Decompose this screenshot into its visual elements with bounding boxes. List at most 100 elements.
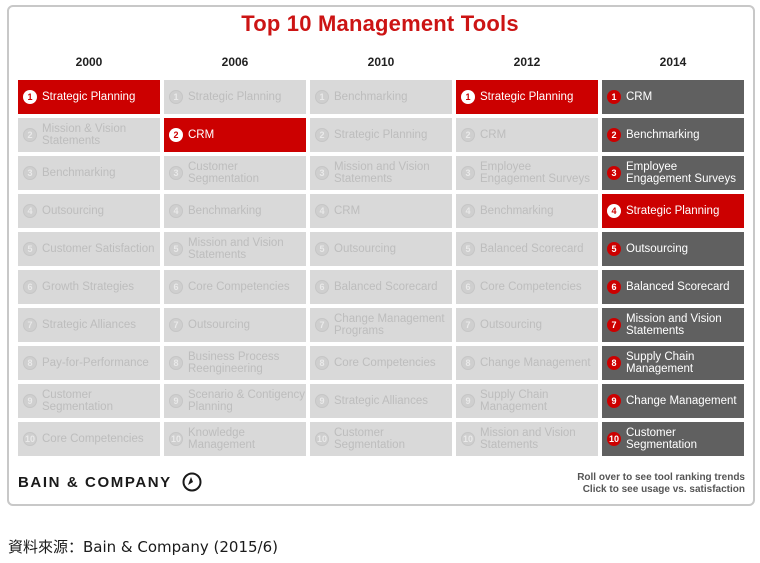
rank-number-badge: 6 <box>169 280 183 294</box>
tool-cell-2012-rank-10[interactable]: 10 Mission and Vision Statements <box>456 422 598 456</box>
tool-label: Outsourcing <box>480 319 543 331</box>
tool-cell-2010-rank-10[interactable]: 10 Customer Segmentation <box>310 422 452 456</box>
rank-number-badge: 8 <box>461 356 475 370</box>
tool-label: Change Management <box>626 395 737 407</box>
tool-cell-2006-rank-5[interactable]: 5 Mission and Vision Statements <box>164 232 306 266</box>
tool-cell-2014-rank-4[interactable]: 4 Strategic Planning <box>602 194 744 228</box>
rank-number-badge: 2 <box>169 128 183 142</box>
tool-label: Strategic Alliances <box>334 395 428 407</box>
tool-cell-2000-rank-1[interactable]: 1 Strategic Planning <box>18 80 160 114</box>
tool-cell-2010-rank-2[interactable]: 2 Strategic Planning <box>310 118 452 152</box>
tool-cell-2006-rank-10[interactable]: 10 Knowledge Management <box>164 422 306 456</box>
tool-cell-2010-rank-6[interactable]: 6 Balanced Scorecard <box>310 270 452 304</box>
tool-label: Balanced Scorecard <box>480 243 584 255</box>
tool-cell-2000-rank-7[interactable]: 7 Strategic Alliances <box>18 308 160 342</box>
rank-number-badge: 3 <box>607 166 621 180</box>
tool-cell-2010-rank-7[interactable]: 7 Change Management Programs <box>310 308 452 342</box>
year-header-2000: 2000 <box>75 55 103 69</box>
interaction-hint: Roll over to see tool ranking trends Cli… <box>540 472 745 496</box>
rank-number-badge: 7 <box>315 318 329 332</box>
tool-cell-2006-rank-6[interactable]: 6 Core Competencies <box>164 270 306 304</box>
tool-cell-2012-rank-8[interactable]: 8 Change Management <box>456 346 598 380</box>
rank-number-badge: 6 <box>607 280 621 294</box>
tool-label: Balanced Scorecard <box>626 281 730 293</box>
tool-cell-2006-rank-2[interactable]: 2 CRM <box>164 118 306 152</box>
tool-label: Change Management Programs <box>334 313 445 337</box>
rank-number-badge: 2 <box>461 128 475 142</box>
tool-cell-2014-rank-5[interactable]: 5 Outsourcing <box>602 232 744 266</box>
tool-cell-2000-rank-2[interactable]: 2 Mission & Vision Statements <box>18 118 160 152</box>
tool-cell-2012-rank-7[interactable]: 7 Outsourcing <box>456 308 598 342</box>
tool-label: Supply Chain Management <box>480 389 549 413</box>
tool-cell-2014-rank-2[interactable]: 2 Benchmarking <box>602 118 744 152</box>
tool-cell-2012-rank-3[interactable]: 3 Employee Engagement Surveys <box>456 156 598 190</box>
tool-cell-2012-rank-5[interactable]: 5 Balanced Scorecard <box>456 232 598 266</box>
tool-cell-2014-rank-6[interactable]: 6 Balanced Scorecard <box>602 270 744 304</box>
tool-cell-2010-rank-1[interactable]: 1 Benchmarking <box>310 80 452 114</box>
hint-line-click: Click to see usage vs. satisfaction <box>582 484 745 495</box>
tool-label: Benchmarking <box>626 129 700 141</box>
rank-number-badge: 1 <box>169 90 183 104</box>
tool-cell-2006-rank-8[interactable]: 8 Business Process Reengineering <box>164 346 306 380</box>
rank-number-badge: 10 <box>23 432 37 446</box>
rank-number-badge: 10 <box>169 432 183 446</box>
rank-number-badge: 5 <box>169 242 183 256</box>
tool-cell-2014-rank-9[interactable]: 9 Change Management <box>602 384 744 418</box>
rank-number-badge: 7 <box>23 318 37 332</box>
tool-cell-2006-rank-9[interactable]: 9 Scenario & Contigency Planning <box>164 384 306 418</box>
rank-number-badge: 6 <box>23 280 37 294</box>
tool-label: Benchmarking <box>334 91 408 103</box>
tool-cell-2000-rank-9[interactable]: 9 Customer Segmentation <box>18 384 160 418</box>
tool-cell-2000-rank-4[interactable]: 4 Outsourcing <box>18 194 160 228</box>
tool-label: Business Process Reengineering <box>188 351 280 375</box>
tool-cell-2006-rank-4[interactable]: 4 Benchmarking <box>164 194 306 228</box>
tool-label: Strategic Planning <box>334 129 428 141</box>
year-header-row: 2000 2006 2010 2012 2014 <box>18 55 748 73</box>
rank-number-badge: 10 <box>461 432 475 446</box>
tool-cell-2000-rank-8[interactable]: 8 Pay-for-Performance <box>18 346 160 380</box>
tool-cell-2012-rank-4[interactable]: 4 Benchmarking <box>456 194 598 228</box>
rank-number-badge: 1 <box>315 90 329 104</box>
tool-cell-2000-rank-10[interactable]: 10 Core Competencies <box>18 422 160 456</box>
tool-label: Customer Satisfaction <box>42 243 155 255</box>
source-note: 資料來源：Bain & Company (2015/6) <box>8 538 278 556</box>
bain-logo: BAIN & COMPANY <box>18 472 202 492</box>
tool-cell-2014-rank-8[interactable]: 8 Supply Chain Management <box>602 346 744 380</box>
rank-number-badge: 4 <box>461 204 475 218</box>
tool-cell-2012-rank-1[interactable]: 1 Strategic Planning <box>456 80 598 114</box>
tool-cell-2014-rank-1[interactable]: 1 CRM <box>602 80 744 114</box>
tool-cell-2010-rank-8[interactable]: 8 Core Competencies <box>310 346 452 380</box>
tool-label: Customer Segmentation <box>42 389 113 413</box>
rank-number-badge: 5 <box>461 242 475 256</box>
rank-number-badge: 2 <box>315 128 329 142</box>
tool-cell-2000-rank-3[interactable]: 3 Benchmarking <box>18 156 160 190</box>
tool-label: Mission and Vision Statements <box>188 237 284 261</box>
tool-cell-2010-rank-9[interactable]: 9 Strategic Alliances <box>310 384 452 418</box>
tool-cell-2006-rank-1[interactable]: 1 Strategic Planning <box>164 80 306 114</box>
tool-label: CRM <box>480 129 507 141</box>
tool-cell-2014-rank-10[interactable]: 10 Customer Segmentation <box>602 422 744 456</box>
tool-cell-2014-rank-3[interactable]: 3 Employee Engagement Surveys <box>602 156 744 190</box>
year-header-2014: 2014 <box>659 55 687 69</box>
tool-cell-2000-rank-5[interactable]: 5 Customer Satisfaction <box>18 232 160 266</box>
tool-cell-2010-rank-4[interactable]: 4 CRM <box>310 194 452 228</box>
tool-label: Outsourcing <box>188 319 251 331</box>
tool-label: Core Competencies <box>42 433 144 445</box>
tool-cell-2012-rank-6[interactable]: 6 Core Competencies <box>456 270 598 304</box>
tool-cell-2010-rank-3[interactable]: 3 Mission and Vision Statements <box>310 156 452 190</box>
tool-cell-2014-rank-7[interactable]: 7 Mission and Vision Statements <box>602 308 744 342</box>
tool-cell-2010-rank-5[interactable]: 5 Outsourcing <box>310 232 452 266</box>
rank-number-badge: 10 <box>315 432 329 446</box>
tool-cell-2012-rank-2[interactable]: 2 CRM <box>456 118 598 152</box>
tool-cell-2000-rank-6[interactable]: 6 Growth Strategies <box>18 270 160 304</box>
rank-number-badge: 6 <box>461 280 475 294</box>
tool-label: Mission and Vision Statements <box>334 161 430 185</box>
tool-cell-2012-rank-9[interactable]: 9 Supply Chain Management <box>456 384 598 418</box>
tool-label: Mission and Vision Statements <box>626 313 722 337</box>
rank-number-badge: 4 <box>169 204 183 218</box>
tool-label: Supply Chain Management <box>626 351 695 375</box>
tool-cell-2006-rank-7[interactable]: 7 Outsourcing <box>164 308 306 342</box>
rank-number-badge: 9 <box>607 394 621 408</box>
tool-cell-2006-rank-3[interactable]: 3 Customer Segmentation <box>164 156 306 190</box>
tool-label: Benchmarking <box>42 167 116 179</box>
